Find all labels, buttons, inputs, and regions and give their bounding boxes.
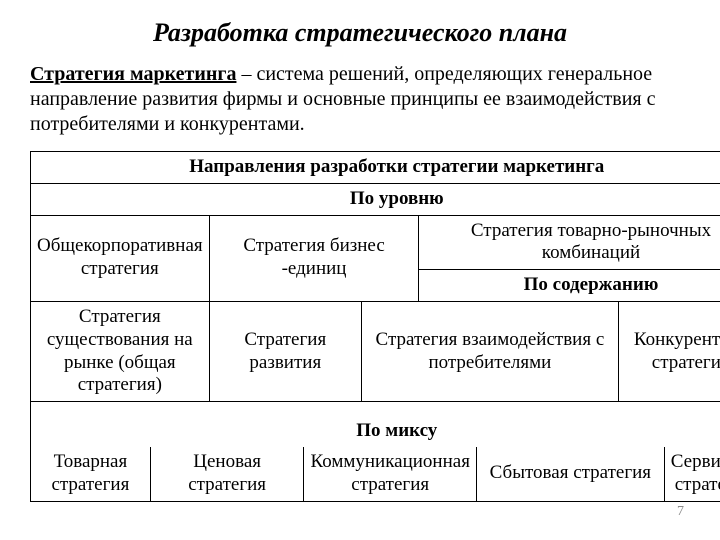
strategy-table: Направления разработки стратегии маркети…: [30, 151, 720, 502]
cell-business-units: Стратегия бизнес -единиц: [209, 215, 419, 301]
section-by-mix: По миксу: [31, 402, 720, 447]
intro-paragraph: Стратегия маркетинга – система решений, …: [30, 62, 690, 137]
cell-existence-strategy: Стратегия существования на рынке (общая …: [31, 301, 210, 401]
cell-product-market: Стратегия товарно-рыночных комбинаций: [419, 215, 720, 270]
section-by-content: По содержанию: [419, 270, 720, 302]
section-by-level: По уровню: [31, 183, 720, 215]
intro-term: Стратегия маркетинга: [30, 63, 236, 85]
cell-corporate-strategy: Общекорпоративная стратегия: [31, 215, 210, 301]
slide-title: Разработка стратегического плана: [30, 18, 690, 48]
cell-service-strategy: Сервисная стратегия: [664, 447, 720, 501]
table-header: Направления разработки стратегии маркети…: [31, 152, 720, 184]
page-number: 7: [677, 504, 684, 520]
cell-competitive-strategy: Конкурентная стратегия: [618, 301, 720, 401]
cell-consumer-interaction: Стратегия взаимодействия с потребителями: [361, 301, 618, 401]
cell-price-strategy: Ценовая стратегия: [150, 447, 304, 501]
cell-sales-strategy: Сбытовая стратегия: [476, 447, 664, 501]
cell-product-strategy: Товарная стратегия: [31, 447, 151, 501]
cell-development-strategy: Стратегия развития: [209, 301, 361, 401]
cell-communication-strategy: Коммуникационная стратегия: [304, 447, 476, 501]
intro-separator: –: [236, 63, 256, 85]
